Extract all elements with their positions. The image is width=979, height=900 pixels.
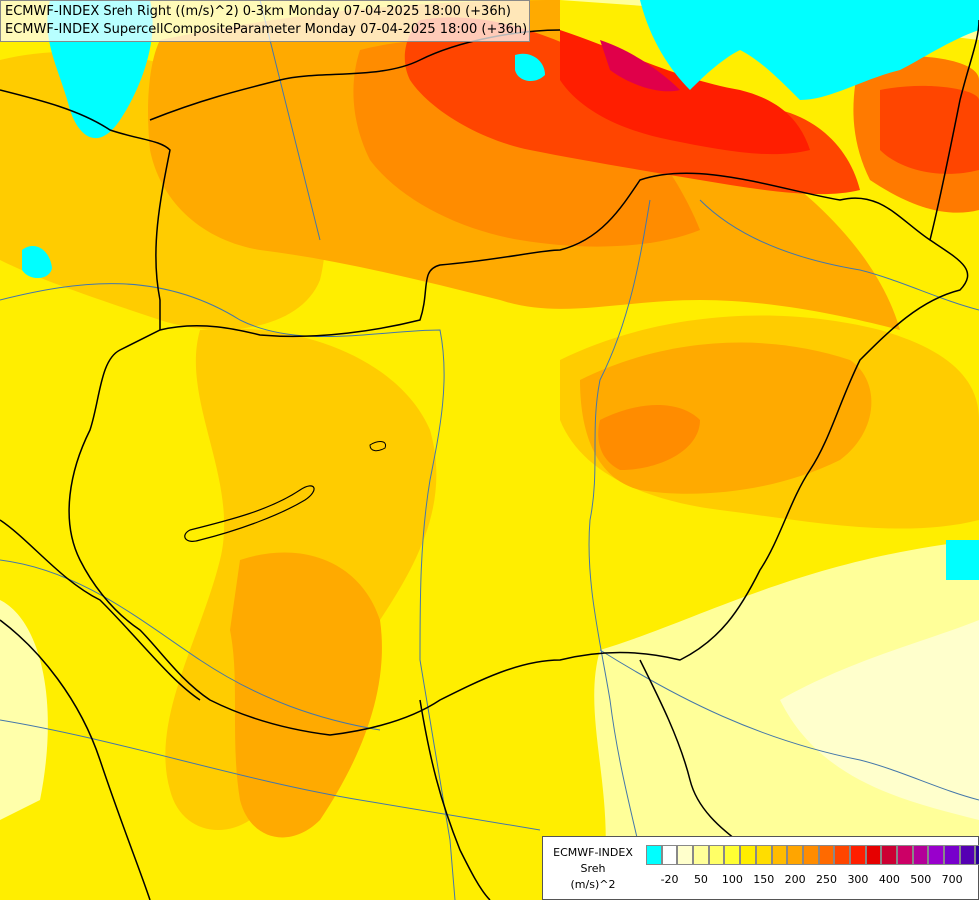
legend-swatch [881, 845, 897, 865]
border-southwest [0, 619, 151, 900]
cyan-patch-north [515, 53, 545, 82]
border-austria [0, 89, 171, 330]
red-region-northeast [880, 85, 979, 174]
magenta-region-north [600, 40, 680, 92]
legend-swatch [771, 845, 788, 865]
dark-orange-region-east [598, 405, 700, 470]
legend-swatch [693, 845, 709, 865]
border-croatia [0, 519, 201, 701]
river-tisza [588, 199, 651, 900]
legend-color-scale [646, 845, 979, 865]
legend: ECMWF-INDEX Sreh (m/s)^2 -20 50 100 150 200 2… [542, 836, 979, 900]
legend-tick-label: 100 [721, 873, 743, 886]
legend-swatch [755, 845, 772, 865]
legend-swatch [677, 845, 694, 865]
legend-tick-label: 300 [847, 873, 869, 886]
borders [0, 19, 979, 900]
legend-swatch [724, 845, 741, 865]
legend-tick-label: 50 [693, 873, 708, 886]
legend-swatch [944, 845, 960, 865]
pale-region-southwest [0, 600, 48, 820]
legend-swatch [849, 845, 866, 865]
cyan-patch-west [22, 246, 52, 279]
legend-variable: Sreh [580, 862, 606, 875]
legend-swatch [959, 845, 976, 865]
river-south [599, 649, 979, 801]
legend-swatch [708, 845, 725, 865]
legend-tick-labels: -20 50 100 150 200 250 300 400 500 700 [646, 873, 976, 889]
legend-tick-label: 400 [878, 873, 900, 886]
lake-small [369, 441, 387, 452]
pale-region-southeast [594, 540, 979, 900]
border-serbia [419, 699, 491, 900]
legend-swatch [818, 845, 835, 865]
pale-region-east [780, 620, 979, 820]
legend-swatch [834, 845, 850, 865]
title-line-sreh: ECMWF-INDEX Sreh Right ((m/s)^2) 0-3km M… [5, 4, 511, 19]
border-ukraine [929, 19, 979, 241]
border-hungary [68, 172, 969, 736]
legend-tick-label: 250 [816, 873, 838, 886]
lake-balaton [184, 485, 315, 542]
legend-model: ECMWF-INDEX [553, 846, 633, 859]
legend-swatch [928, 845, 945, 865]
legend-swatch [646, 845, 662, 865]
cyan-patch-northeast [640, 0, 979, 100]
legend-tick-label: -20 [660, 873, 679, 886]
river-danube [0, 283, 456, 900]
legend-title: ECMWF-INDEX Sreh (m/s)^2 [547, 845, 639, 893]
legend-tick-label: 500 [910, 873, 932, 886]
cyan-patch-east-edge [946, 540, 979, 580]
orange-region-south [230, 552, 382, 838]
legend-swatch [740, 845, 756, 865]
legend-tick-label: 150 [753, 873, 775, 886]
legend-swatch [802, 845, 819, 865]
legend-tick-label: 200 [784, 873, 806, 886]
legend-swatch [912, 845, 929, 865]
title-line-scp: ECMWF-INDEX SupercellCompositeParameter … [5, 22, 528, 37]
legend-swatch [787, 845, 803, 865]
legend-swatch [661, 845, 678, 865]
legend-swatch [975, 845, 979, 865]
legend-tick-label: 700 [941, 873, 963, 886]
legend-swatch [897, 845, 913, 865]
legend-unit: (m/s)^2 [570, 878, 616, 891]
river-sava [0, 719, 541, 831]
map-title-box: ECMWF-INDEX Sreh Right ((m/s)^2) 0-3km M… [0, 0, 530, 42]
legend-swatch [865, 845, 882, 865]
